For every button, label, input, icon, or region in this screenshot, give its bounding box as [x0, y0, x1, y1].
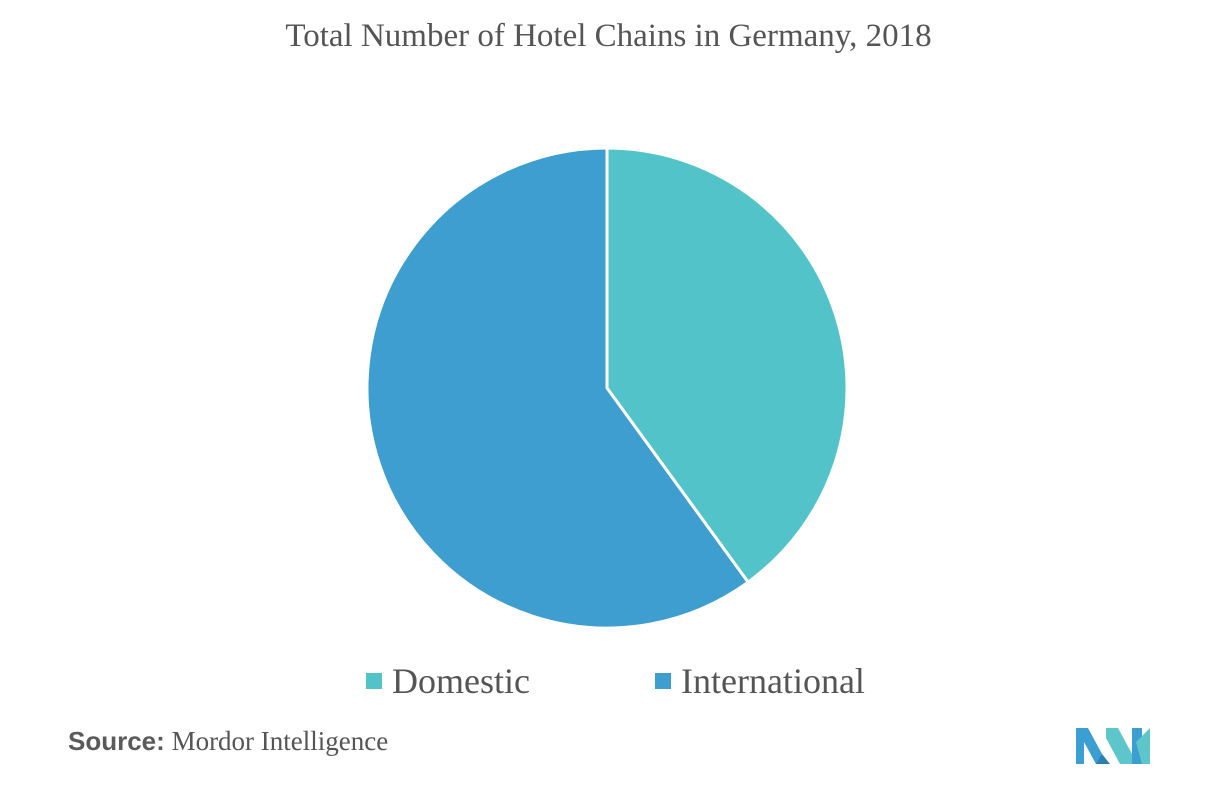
source-prefix: Source:	[68, 726, 165, 756]
legend-label-international: International	[681, 661, 865, 701]
pie-slices	[365, 146, 849, 630]
legend-swatch-domestic	[366, 673, 382, 689]
mordor-intelligence-logo-icon	[1076, 728, 1150, 764]
legend-swatch-international	[655, 673, 671, 689]
legend-item-international: International	[655, 658, 865, 704]
pie-slice-international	[365, 146, 750, 630]
source-note: Source: Mordor Intelligence	[68, 726, 388, 757]
legend: Domestic International	[0, 658, 1217, 704]
pie-slice-domestic	[605, 146, 849, 584]
legend-item-domestic: Domestic	[366, 658, 530, 704]
legend-label-domestic: Domestic	[392, 661, 530, 701]
chart-title: Total Number of Hotel Chains in Germany,…	[285, 18, 932, 54]
source-text: Mordor Intelligence	[164, 726, 389, 756]
